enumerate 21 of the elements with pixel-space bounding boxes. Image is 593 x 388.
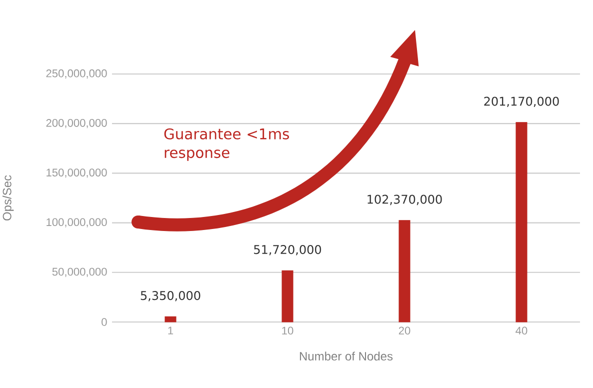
x-tick-label: 1 — [168, 326, 174, 334]
y-tick-label: 0 — [102, 318, 107, 326]
x-tick-label: 10 — [282, 326, 294, 335]
data-label: 5,350,000 — [140, 291, 200, 302]
y-tick-label: 100,000,000 — [46, 218, 107, 228]
y-tick-label: 200,000,000 — [46, 119, 107, 128]
x-tick-label: 20 — [398, 326, 410, 335]
y-tick-label: 150,000,000 — [46, 168, 107, 178]
bar — [516, 122, 528, 322]
data-label: 201,170,000 — [484, 96, 559, 108]
x-tick-label: 40 — [516, 326, 528, 335]
bar — [164, 316, 176, 322]
annotation: Guarantee <1ms response — [164, 128, 289, 161]
y-axis-title: Ops/Sec — [2, 175, 14, 220]
data-label: 51,720,000 — [254, 245, 322, 256]
y-tick-label: 250,000,000 — [46, 69, 107, 79]
y-tick-label: 50,000,000 — [52, 268, 107, 277]
bar — [282, 270, 294, 322]
x-axis-title: Number of Nodes — [300, 352, 393, 361]
data-label: 102,370,000 — [368, 194, 442, 206]
bar — [398, 220, 410, 322]
